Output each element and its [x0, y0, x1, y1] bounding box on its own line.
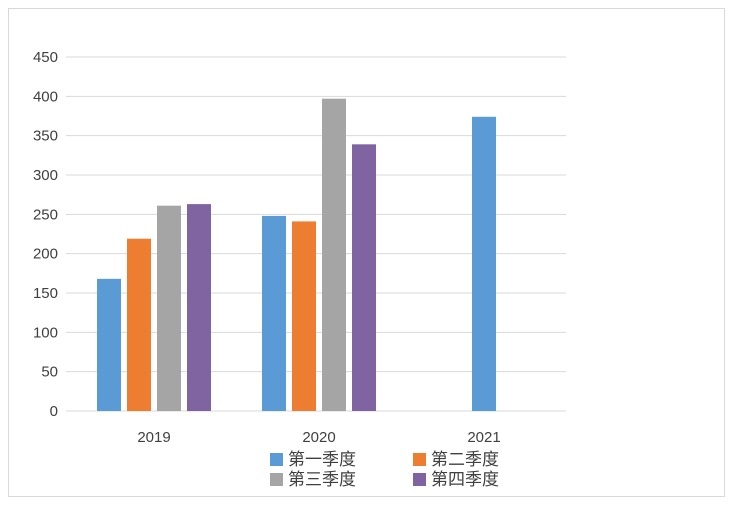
legend-swatch [270, 453, 283, 466]
y-tick-label: 450 [33, 49, 58, 66]
x-axis-labels: 2019 2020 2021 [137, 429, 500, 446]
legend-label: 第二季度 [431, 450, 499, 470]
bar-2020-1 [262, 215, 286, 411]
legend-label: 第四季度 [431, 470, 499, 490]
y-tick-label: 150 [33, 285, 58, 302]
y-tick-label: 350 [33, 128, 58, 145]
x-tick-label: 2020 [302, 429, 335, 446]
legend-item: 第二季度 [413, 450, 499, 470]
y-tick-label: 200 [33, 246, 58, 263]
bar-2019-4 [187, 204, 211, 411]
bar-2019-2 [127, 238, 151, 411]
legend-item: 第一季度 [270, 450, 356, 470]
legend-label: 第一季度 [288, 450, 356, 470]
bar-2020-2 [292, 221, 316, 411]
legend-label: 第三季度 [288, 470, 356, 490]
y-tick-label: 250 [33, 206, 58, 223]
y-tick-label: 100 [33, 324, 58, 341]
legend-swatch [270, 473, 283, 486]
x-tick-label: 2019 [137, 429, 170, 446]
bar-2021-1 [472, 116, 496, 411]
legend-item: 第四季度 [413, 470, 499, 490]
legend-item: 第三季度 [270, 470, 356, 490]
legend-swatch [413, 453, 426, 466]
y-tick-label: 400 [33, 88, 58, 105]
y-tick-label: 0 [50, 403, 58, 420]
bar-2020-3 [322, 98, 346, 412]
y-tick-label: 300 [33, 167, 58, 184]
x-tick-label: 2021 [467, 429, 500, 446]
y-tick-label: 50 [41, 364, 58, 381]
legend-swatch [413, 473, 426, 486]
bar-2020-4 [352, 144, 376, 411]
y-axis-labels: 0 50 100 150 200 250 300 350 400 450 [33, 49, 58, 420]
bars [97, 98, 496, 412]
bar-2019-1 [97, 278, 121, 411]
bar-2019-3 [157, 205, 181, 411]
